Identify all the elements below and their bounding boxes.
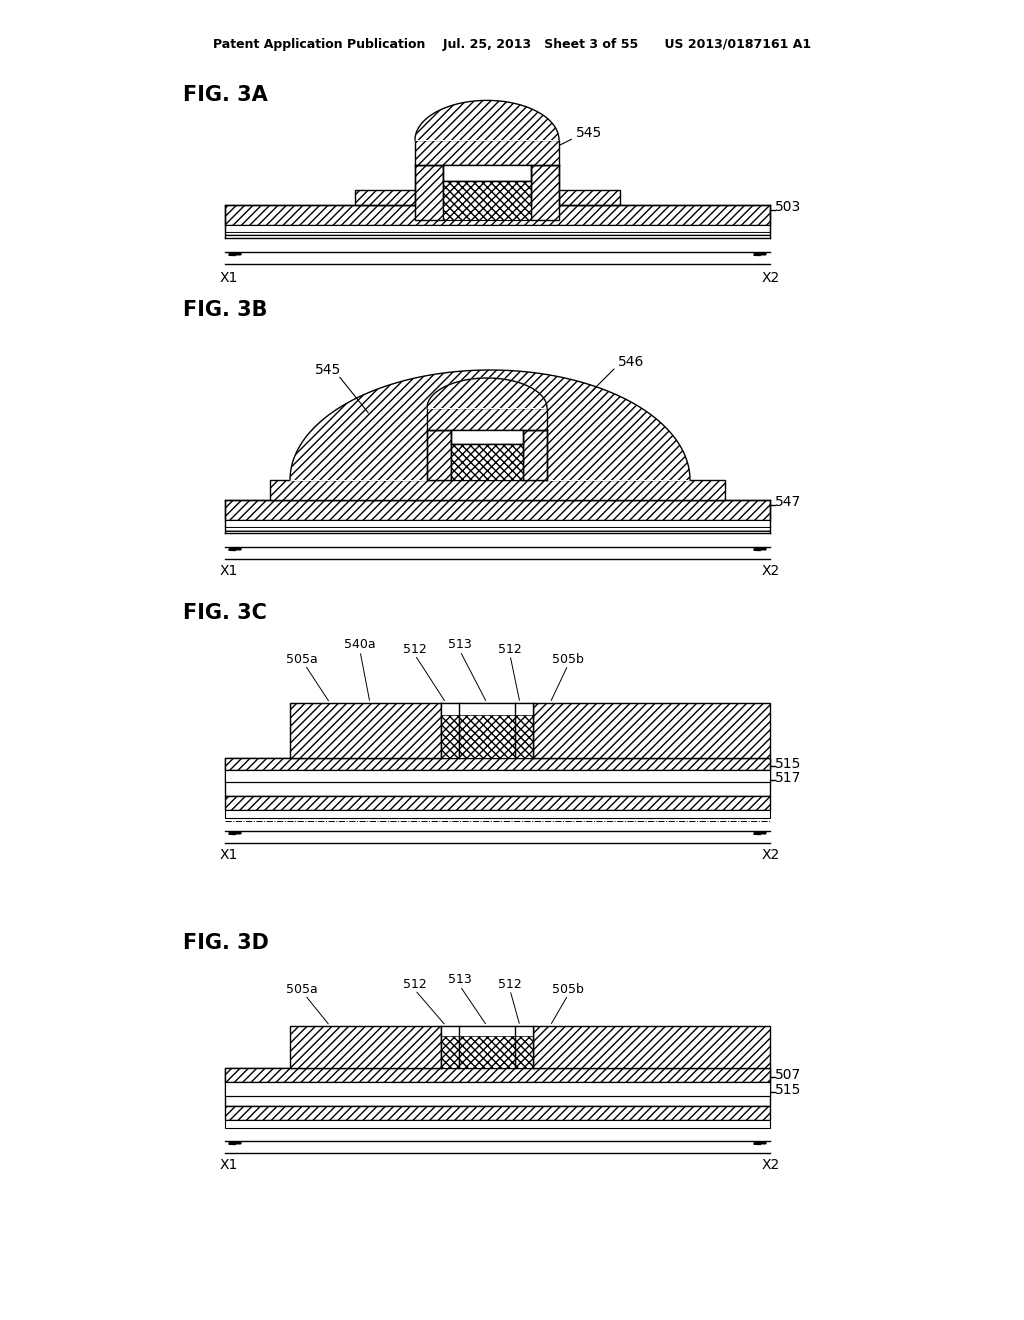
Bar [451, 444, 523, 480]
Text: 545: 545 [575, 125, 602, 140]
Bar [225, 527, 770, 533]
Bar [225, 224, 770, 232]
Bar [459, 704, 515, 715]
Bar [225, 500, 770, 520]
Text: 547: 547 [775, 495, 801, 510]
Text: 513: 513 [449, 638, 472, 651]
Bar [225, 1068, 770, 1082]
Text: 505b: 505b [552, 653, 584, 667]
Bar [225, 520, 770, 527]
Polygon shape [290, 370, 690, 480]
Bar [441, 1026, 459, 1068]
Text: X2: X2 [762, 847, 780, 862]
Text: X1: X1 [220, 1158, 239, 1172]
Text: X2: X2 [762, 564, 780, 578]
Text: FIG. 3C: FIG. 3C [183, 603, 267, 623]
Text: X2: X2 [762, 271, 780, 285]
Bar [427, 430, 451, 480]
Bar [441, 704, 459, 715]
Text: 512: 512 [498, 643, 522, 656]
Text: 507: 507 [775, 1068, 801, 1082]
Bar [225, 1106, 770, 1119]
Text: 540a: 540a [344, 638, 376, 651]
Bar [225, 770, 770, 781]
Bar [451, 430, 523, 444]
Bar [225, 758, 770, 796]
Bar [225, 1119, 770, 1129]
Text: 505b: 505b [552, 983, 584, 997]
Bar [459, 704, 515, 758]
Bar [270, 480, 725, 500]
Text: FIG. 3D: FIG. 3D [183, 933, 269, 953]
Text: X2: X2 [762, 1158, 780, 1172]
Bar [515, 704, 534, 758]
Text: 505a: 505a [286, 653, 317, 667]
Text: 515: 515 [775, 1082, 802, 1097]
Text: 515: 515 [775, 756, 802, 771]
Bar [531, 165, 559, 220]
Text: 505a: 505a [286, 983, 317, 997]
Text: X1: X1 [220, 847, 239, 862]
Text: 546: 546 [618, 355, 644, 370]
Bar [225, 1068, 770, 1106]
Bar [534, 1026, 770, 1068]
Bar [225, 810, 770, 818]
Polygon shape [415, 100, 559, 140]
Bar [225, 205, 770, 224]
Text: 512: 512 [403, 643, 427, 656]
Text: 513: 513 [449, 973, 472, 986]
Bar [225, 758, 770, 770]
Bar [515, 704, 534, 715]
Bar [459, 1026, 515, 1068]
Bar [290, 1026, 441, 1068]
Bar [515, 1026, 534, 1068]
Bar [459, 1026, 515, 1036]
Text: FIG. 3B: FIG. 3B [183, 300, 267, 319]
Text: X1: X1 [220, 564, 239, 578]
Bar [225, 1082, 770, 1096]
Bar [290, 704, 441, 758]
Bar [355, 190, 620, 205]
Text: 512: 512 [403, 978, 427, 991]
Text: 517: 517 [775, 771, 802, 785]
Bar [427, 408, 547, 430]
Text: 512: 512 [498, 978, 522, 991]
Text: Patent Application Publication    Jul. 25, 2013   Sheet 3 of 55      US 2013/018: Patent Application Publication Jul. 25, … [213, 38, 811, 51]
Bar [534, 704, 770, 758]
Bar [515, 1026, 534, 1036]
Text: FIG. 3A: FIG. 3A [183, 84, 267, 106]
Bar [225, 232, 770, 238]
Bar [443, 181, 531, 220]
Bar [225, 796, 770, 810]
Bar [523, 430, 547, 480]
Text: 503: 503 [775, 201, 801, 214]
Bar [443, 165, 531, 181]
Polygon shape [427, 378, 547, 408]
Bar [415, 140, 559, 165]
Text: X1: X1 [220, 271, 239, 285]
Bar [441, 704, 459, 758]
Bar [441, 1026, 459, 1036]
Text: 545: 545 [315, 363, 341, 378]
Bar [415, 165, 443, 220]
